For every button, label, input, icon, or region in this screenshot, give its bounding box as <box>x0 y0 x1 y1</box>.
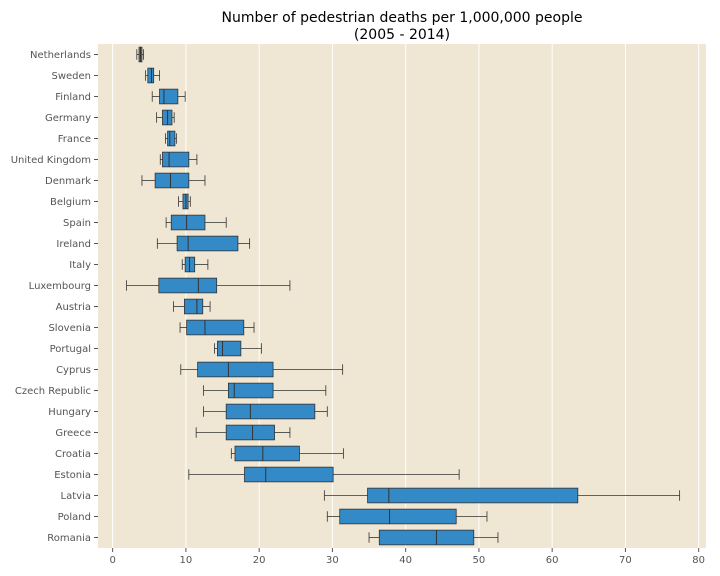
box-romania <box>378 529 475 546</box>
x-tick-label: 10 <box>180 555 193 566</box>
y-tick-label-croatia: Croatia <box>55 449 91 460</box>
box-spain <box>170 214 206 231</box>
x-tick-label: 30 <box>326 555 339 566</box>
box-finland <box>159 88 179 105</box>
box-france <box>167 130 176 147</box>
y-tick-label-greece: Greece <box>55 428 91 439</box>
x-tick-label: 60 <box>546 555 559 566</box>
y-tick-label-portugal: Portugal <box>50 344 91 355</box>
box-luxembourg <box>158 277 218 294</box>
y-tick-label-austria: Austria <box>56 302 91 313</box>
chart-title-line-2: (2005 - 2014) <box>354 27 450 43</box>
x-tick-label: 40 <box>399 555 412 566</box>
box-denmark <box>154 172 190 189</box>
y-tick-label-slovenia: Slovenia <box>48 323 91 334</box>
y-tick-label-ireland: Ireland <box>56 239 91 250</box>
x-tick-label: 80 <box>692 555 705 566</box>
box-greece <box>225 424 275 441</box>
box-portugal <box>217 340 242 357</box>
chart-title-line-1: Number of pedestrian deaths per 1,000,00… <box>221 10 582 26</box>
x-tick-label: 70 <box>619 555 632 566</box>
y-tick-label-estonia: Estonia <box>54 470 91 481</box>
box-croatia <box>234 445 300 462</box>
box-czech-republic <box>227 382 274 399</box>
box-estonia <box>244 466 334 483</box>
box-latvia <box>367 487 579 504</box>
plot-area: 0 10 20 30 40 50 60 70 80 Netherlands Sweden Finlan… <box>11 44 706 566</box>
box-cyprus <box>197 361 274 378</box>
box-ireland <box>176 235 239 252</box>
x-tick-label: 50 <box>473 555 486 566</box>
y-tick-label-united-kingdom: United Kingdom <box>11 155 91 166</box>
y-tick-label-finland: Finland <box>55 92 91 103</box>
box-poland <box>339 508 457 525</box>
plot-background <box>98 44 706 548</box>
y-tick-label-poland: Poland <box>58 512 91 523</box>
y-tick-label-czech-republic: Czech Republic <box>15 386 91 397</box>
y-tick-label-latvia: Latvia <box>61 491 91 502</box>
y-tick-label-italy: Italy <box>69 260 91 271</box>
y-tick-label-romania: Romania <box>47 533 91 544</box>
y-tick-label-belgium: Belgium <box>50 197 91 208</box>
x-tick-label: 0 <box>109 555 115 566</box>
y-tick-label-spain: Spain <box>63 218 91 229</box>
box-austria <box>184 298 204 315</box>
x-tick-label: 20 <box>253 555 266 566</box>
box-united-kingdom <box>162 151 190 168</box>
box-sweden <box>147 67 155 84</box>
y-tick-label-cyprus: Cyprus <box>56 365 91 376</box>
box-slovenia <box>186 319 245 336</box>
y-tick-label-germany: Germany <box>45 113 91 124</box>
y-tick-label-denmark: Denmark <box>45 176 91 187</box>
y-tick-label-sweden: Sweden <box>51 71 91 82</box>
y-tick-label-hungary: Hungary <box>48 407 91 418</box>
box-hungary <box>225 403 316 420</box>
y-tick-label-france: France <box>58 134 91 145</box>
y-tick-label-netherlands: Netherlands <box>30 50 91 61</box>
y-tick-label-luxembourg: Luxembourg <box>29 281 91 292</box>
